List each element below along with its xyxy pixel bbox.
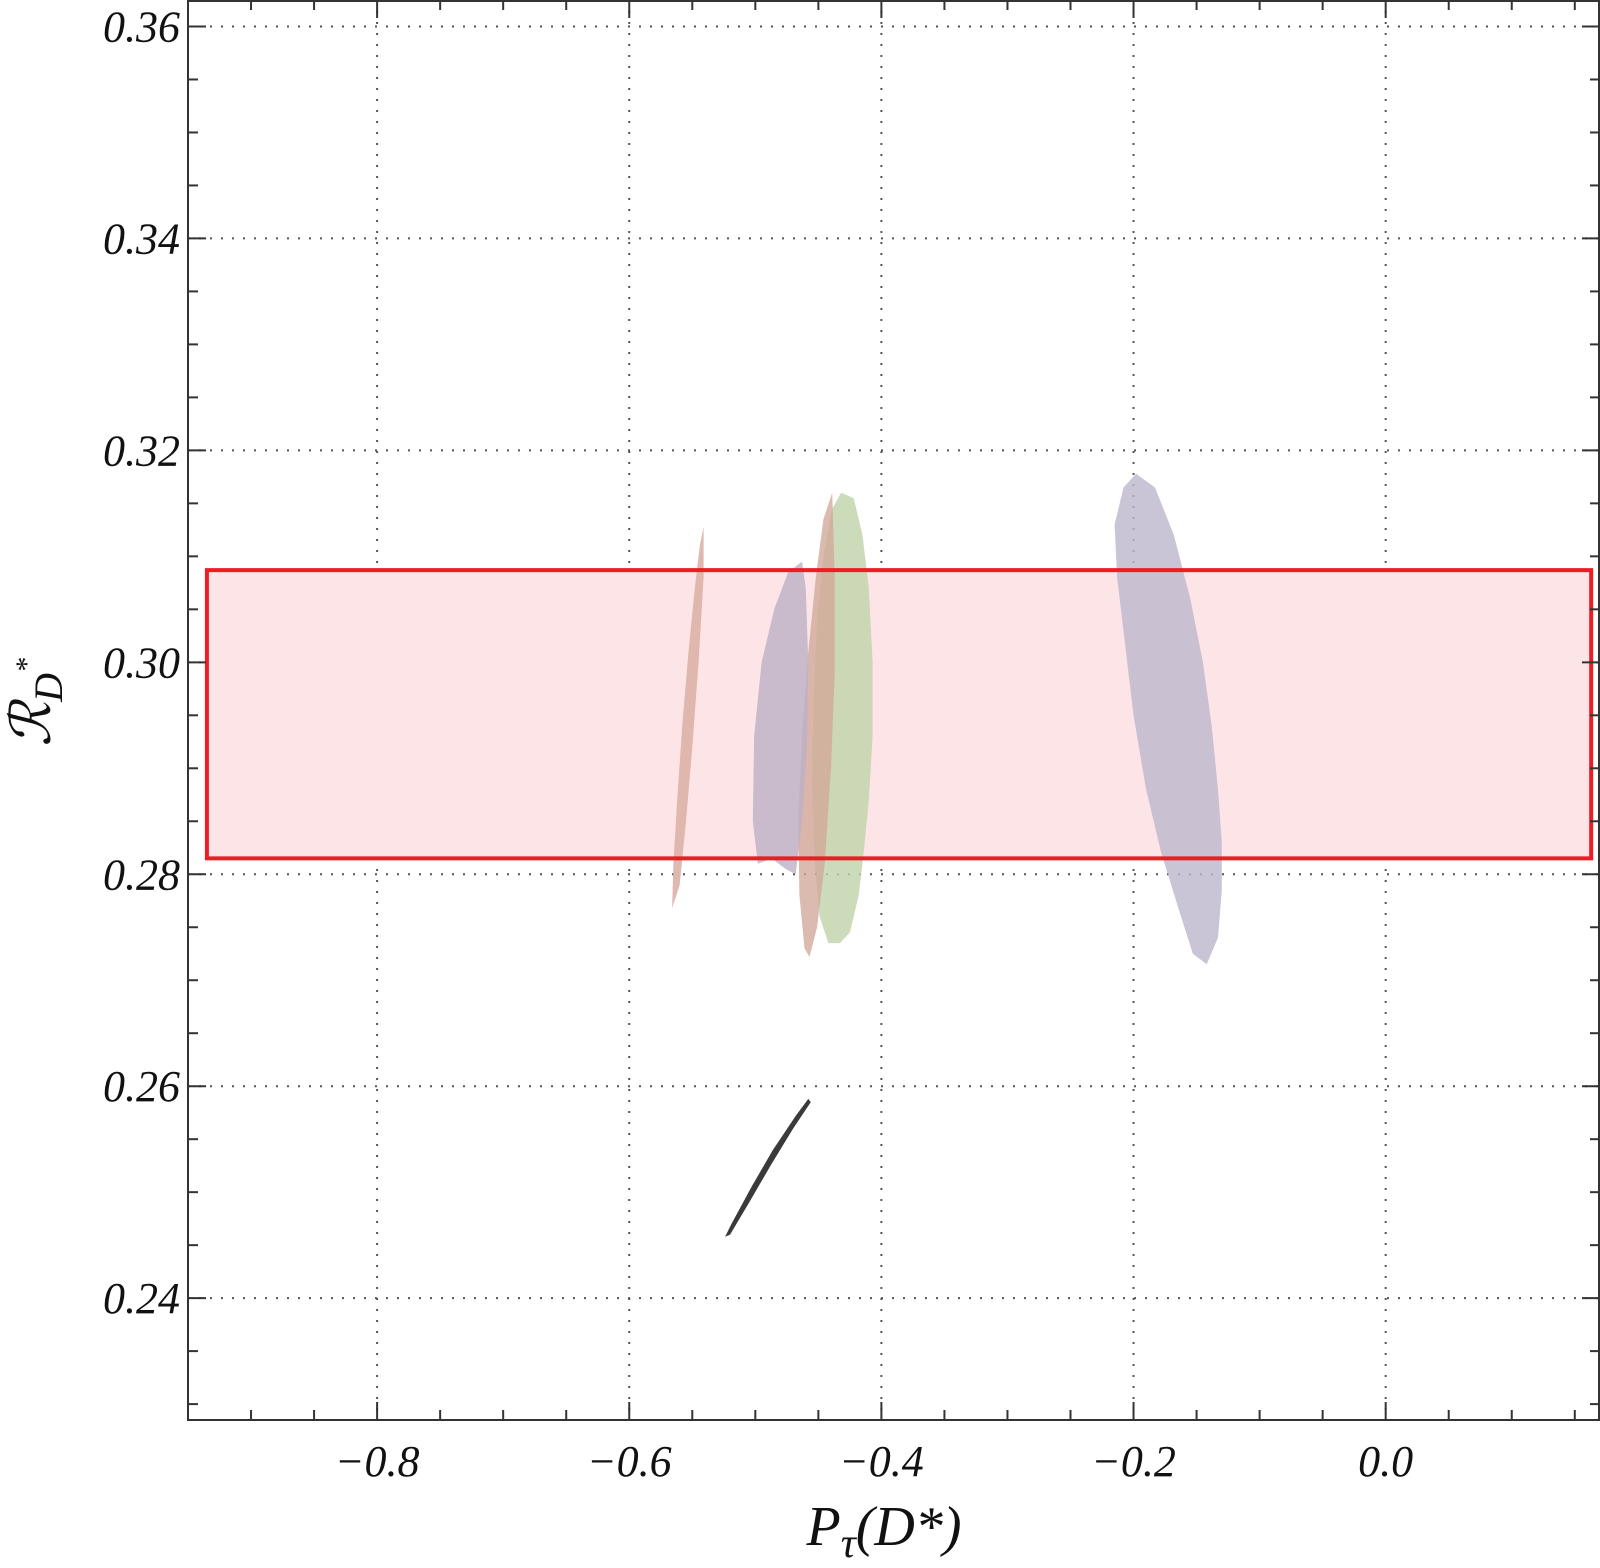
region-4 bbox=[672, 526, 704, 909]
region-3 bbox=[752, 561, 809, 875]
x-tick-label: −0.8 bbox=[335, 1437, 420, 1486]
y-tick-label: 0.30 bbox=[103, 638, 180, 687]
regions bbox=[204, 473, 1594, 1237]
tick-labels: −0.8 −0.6 −0.4 −0.2 0.0 0.24 0.26 0.28 0.30 0.32 0… bbox=[103, 2, 1413, 1486]
band-outline bbox=[204, 568, 1594, 861]
x-tick-label: −0.2 bbox=[1091, 1437, 1176, 1486]
region-5 bbox=[725, 1098, 811, 1237]
y-tick-label: 0.26 bbox=[103, 1062, 180, 1111]
axes-border bbox=[187, 0, 1600, 1421]
region-0 bbox=[1114, 473, 1222, 965]
axes-frame bbox=[187, 0, 1600, 1421]
region-2 bbox=[798, 492, 835, 957]
y-tick-label: 0.24 bbox=[103, 1274, 180, 1323]
y-axis-title: ℛD* bbox=[1, 658, 71, 747]
band-fill bbox=[206, 570, 1592, 859]
x-axis-title: Pτ(D*) bbox=[805, 1496, 961, 1567]
ticks bbox=[188, 0, 1600, 1420]
x-tick-label: −0.4 bbox=[839, 1437, 924, 1486]
x-tick-label: −0.6 bbox=[587, 1437, 672, 1486]
y-tick-label: 0.32 bbox=[103, 426, 180, 475]
x-tick-label: 0.0 bbox=[1358, 1437, 1413, 1486]
y-tick-label: 0.34 bbox=[103, 214, 180, 263]
band-layer bbox=[206, 570, 1592, 859]
y-tick-label: 0.36 bbox=[103, 2, 180, 51]
y-tick-label: 0.28 bbox=[103, 850, 180, 899]
